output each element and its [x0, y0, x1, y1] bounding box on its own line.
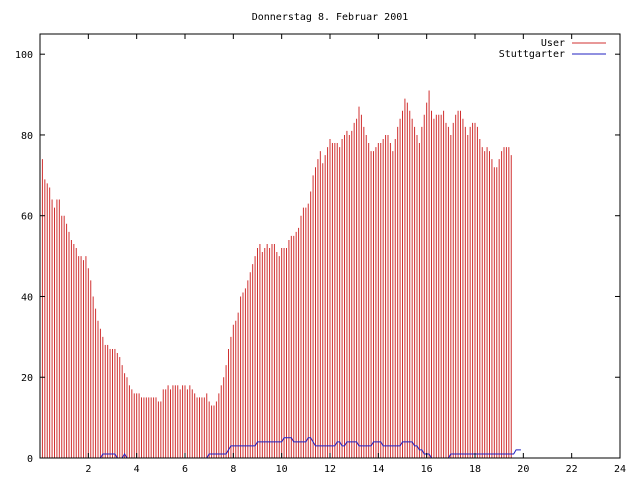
legend: User Stuttgarter — [499, 38, 606, 60]
x-tick-label: 20 — [517, 464, 529, 475]
legend-label-user: User — [541, 38, 565, 49]
x-tick-label: 14 — [372, 464, 384, 475]
x-tick-label: 2 — [85, 464, 91, 475]
x-tick-label: 8 — [230, 464, 236, 475]
x-tick-label: 22 — [566, 464, 578, 475]
x-tick-label: 10 — [276, 464, 288, 475]
x-tick-label: 4 — [134, 464, 140, 475]
y-tick-label: 60 — [21, 212, 33, 223]
x-tick-label: 6 — [182, 464, 188, 475]
x-tick-label: 24 — [614, 464, 626, 475]
y-tick-label: 40 — [21, 292, 33, 303]
x-tick-label: 12 — [324, 464, 336, 475]
y-tick-label: 0 — [27, 454, 33, 465]
y-tick-label: 20 — [21, 373, 33, 384]
x-tick-label: 16 — [421, 464, 433, 475]
y-tick-label: 80 — [21, 131, 33, 142]
x-axis-ticks: 2 4 6 8 10 12 14 16 18 20 22 24 — [85, 34, 626, 475]
legend-label-stuttgarter: Stuttgarter — [499, 49, 565, 60]
x-tick-label: 18 — [469, 464, 481, 475]
y-tick-label: 100 — [15, 50, 33, 61]
user-bars — [39, 90, 512, 458]
y-axis-ticks: 0 20 40 60 80 100 — [15, 50, 620, 465]
chart-title: Donnerstag 8. Februar 2001 — [252, 12, 409, 23]
